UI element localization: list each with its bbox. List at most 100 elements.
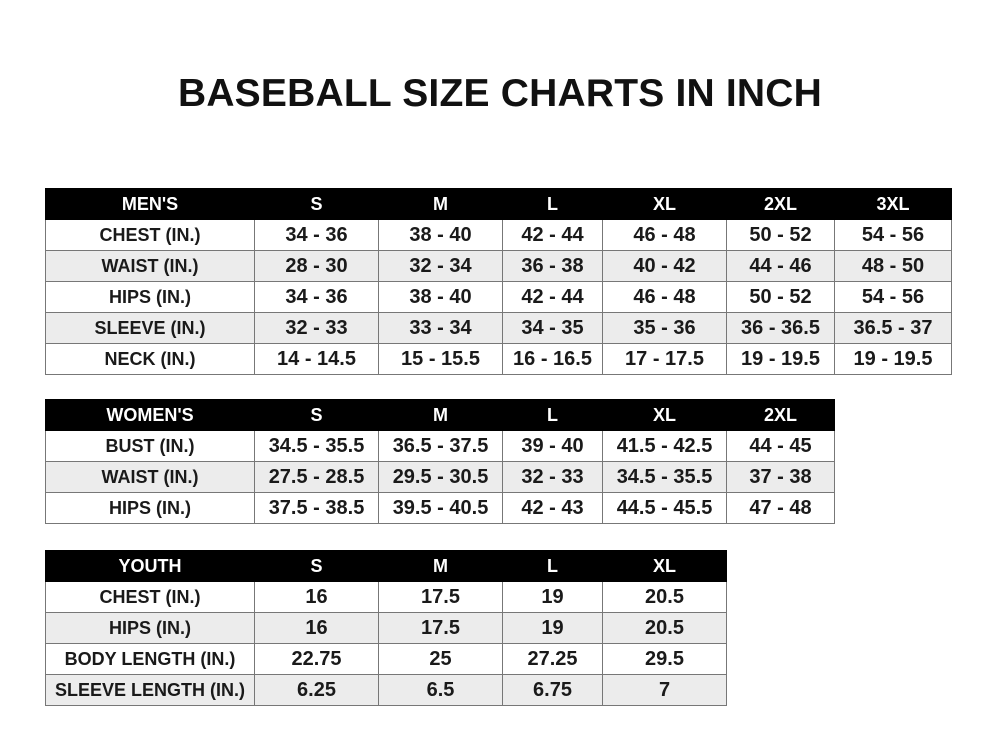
size-value: 32 - 34 bbox=[378, 250, 503, 282]
size-value: 35 - 36 bbox=[602, 312, 727, 344]
table-row: WAIST (IN.) 28 - 30 32 - 34 36 - 38 40 - 42 4… bbox=[45, 250, 952, 282]
category-header: MEN'S bbox=[45, 188, 255, 220]
size-value: 34 - 35 bbox=[502, 312, 603, 344]
size-value: 29.5 - 30.5 bbox=[378, 461, 503, 493]
size-value: 6.5 bbox=[378, 674, 503, 706]
measurement-label: HIPS (IN.) bbox=[45, 492, 255, 524]
size-value: 22.75 bbox=[254, 643, 379, 675]
womens-size-table: WOMEN'S S M L XL 2XL BUST (IN.) 34.5 - 35.5 36.5… bbox=[45, 399, 835, 524]
size-value: 39.5 - 40.5 bbox=[378, 492, 503, 524]
size-value: 34.5 - 35.5 bbox=[602, 461, 727, 493]
table-row: SLEEVE (IN.) 32 - 33 33 - 34 34 - 35 35 - 36… bbox=[45, 312, 952, 344]
size-value: 44.5 - 45.5 bbox=[602, 492, 727, 524]
size-value: 36.5 - 37 bbox=[834, 312, 952, 344]
size-value: 48 - 50 bbox=[834, 250, 952, 282]
size-value: 25 bbox=[378, 643, 503, 675]
size-header: L bbox=[502, 399, 603, 431]
measurement-label: WAIST (IN.) bbox=[45, 461, 255, 493]
measurement-label: CHEST (IN.) bbox=[45, 219, 255, 251]
size-value: 36 - 36.5 bbox=[726, 312, 835, 344]
size-value: 50 - 52 bbox=[726, 281, 835, 313]
size-value: 42 - 44 bbox=[502, 219, 603, 251]
size-value: 44 - 46 bbox=[726, 250, 835, 282]
size-value: 40 - 42 bbox=[602, 250, 727, 282]
size-value: 37.5 - 38.5 bbox=[254, 492, 379, 524]
size-value: 7 bbox=[602, 674, 727, 706]
size-value: 36.5 - 37.5 bbox=[378, 430, 503, 462]
size-header: 2XL bbox=[726, 188, 835, 220]
size-value: 16 bbox=[254, 612, 379, 644]
measurement-label: WAIST (IN.) bbox=[45, 250, 255, 282]
size-value: 27.5 - 28.5 bbox=[254, 461, 379, 493]
category-header: YOUTH bbox=[45, 550, 255, 582]
measurement-label: BODY LENGTH (IN.) bbox=[45, 643, 255, 675]
table-row: BODY LENGTH (IN.) 22.75 25 27.25 29.5 bbox=[45, 643, 727, 675]
header-row: WOMEN'S S M L XL 2XL bbox=[45, 399, 835, 431]
size-value: 42 - 43 bbox=[502, 492, 603, 524]
size-value: 28 - 30 bbox=[254, 250, 379, 282]
size-value: 34.5 - 35.5 bbox=[254, 430, 379, 462]
size-value: 46 - 48 bbox=[602, 281, 727, 313]
size-value: 19 bbox=[502, 581, 603, 613]
size-value: 17 - 17.5 bbox=[602, 343, 727, 375]
table-row: CHEST (IN.) 34 - 36 38 - 40 42 - 44 46 - 48 5… bbox=[45, 219, 952, 251]
table-row: NECK (IN.) 14 - 14.5 15 - 15.5 16 - 16.5 17 … bbox=[45, 343, 952, 375]
size-header: 3XL bbox=[834, 188, 952, 220]
measurement-label: CHEST (IN.) bbox=[45, 581, 255, 613]
measurement-label: SLEEVE (IN.) bbox=[45, 312, 255, 344]
size-value: 17.5 bbox=[378, 612, 503, 644]
size-value: 16 bbox=[254, 581, 379, 613]
size-header: XL bbox=[602, 399, 727, 431]
size-header: L bbox=[502, 188, 603, 220]
table-row: WAIST (IN.) 27.5 - 28.5 29.5 - 30.5 32 - 33… bbox=[45, 461, 835, 493]
size-value: 37 - 38 bbox=[726, 461, 835, 493]
size-header: 2XL bbox=[726, 399, 835, 431]
size-value: 46 - 48 bbox=[602, 219, 727, 251]
page-title: BASEBALL SIZE CHARTS IN INCH bbox=[177, 72, 823, 115]
size-value: 19 - 19.5 bbox=[834, 343, 952, 375]
category-header: WOMEN'S bbox=[45, 399, 255, 431]
header-row: YOUTH S M L XL bbox=[45, 550, 727, 582]
size-value: 20.5 bbox=[602, 612, 727, 644]
size-value: 6.25 bbox=[254, 674, 379, 706]
size-value: 19 bbox=[502, 612, 603, 644]
size-value: 16 - 16.5 bbox=[502, 343, 603, 375]
measurement-label: NECK (IN.) bbox=[45, 343, 255, 375]
size-header: S bbox=[254, 550, 379, 582]
size-value: 15 - 15.5 bbox=[378, 343, 503, 375]
size-value: 54 - 56 bbox=[834, 219, 952, 251]
size-value: 38 - 40 bbox=[378, 281, 503, 313]
youth-size-table: YOUTH S M L XL CHEST (IN.) 16 17.5 19 20.5 HIPS (I… bbox=[45, 550, 727, 706]
size-header: XL bbox=[602, 550, 727, 582]
size-header: S bbox=[254, 399, 379, 431]
size-value: 36 - 38 bbox=[502, 250, 603, 282]
size-value: 42 - 44 bbox=[502, 281, 603, 313]
measurement-label: SLEEVE LENGTH (IN.) bbox=[45, 674, 255, 706]
size-value: 34 - 36 bbox=[254, 219, 379, 251]
size-value: 17.5 bbox=[378, 581, 503, 613]
size-value: 29.5 bbox=[602, 643, 727, 675]
table-row: HIPS (IN.) 34 - 36 38 - 40 42 - 44 46 - 48 50… bbox=[45, 281, 952, 313]
size-value: 50 - 52 bbox=[726, 219, 835, 251]
mens-size-table: MEN'S S M L XL 2XL 3XL CHEST (IN.) 34 - 36 38 - 4… bbox=[45, 188, 952, 375]
size-value: 6.75 bbox=[502, 674, 603, 706]
measurement-label: HIPS (IN.) bbox=[45, 281, 255, 313]
size-value: 20.5 bbox=[602, 581, 727, 613]
table-row: SLEEVE LENGTH (IN.) 6.25 6.5 6.75 7 bbox=[45, 674, 727, 706]
size-value: 19 - 19.5 bbox=[726, 343, 835, 375]
size-value: 47 - 48 bbox=[726, 492, 835, 524]
size-value: 39 - 40 bbox=[502, 430, 603, 462]
size-value: 41.5 - 42.5 bbox=[602, 430, 727, 462]
measurement-label: BUST (IN.) bbox=[45, 430, 255, 462]
size-value: 32 - 33 bbox=[254, 312, 379, 344]
size-value: 44 - 45 bbox=[726, 430, 835, 462]
table-row: CHEST (IN.) 16 17.5 19 20.5 bbox=[45, 581, 727, 613]
table-row: HIPS (IN.) 16 17.5 19 20.5 bbox=[45, 612, 727, 644]
size-value: 32 - 33 bbox=[502, 461, 603, 493]
size-header: L bbox=[502, 550, 603, 582]
table-row: HIPS (IN.) 37.5 - 38.5 39.5 - 40.5 42 - 43 4… bbox=[45, 492, 835, 524]
header-row: MEN'S S M L XL 2XL 3XL bbox=[45, 188, 952, 220]
table-row: BUST (IN.) 34.5 - 35.5 36.5 - 37.5 39 - 40 4… bbox=[45, 430, 835, 462]
size-header: XL bbox=[602, 188, 727, 220]
size-value: 54 - 56 bbox=[834, 281, 952, 313]
